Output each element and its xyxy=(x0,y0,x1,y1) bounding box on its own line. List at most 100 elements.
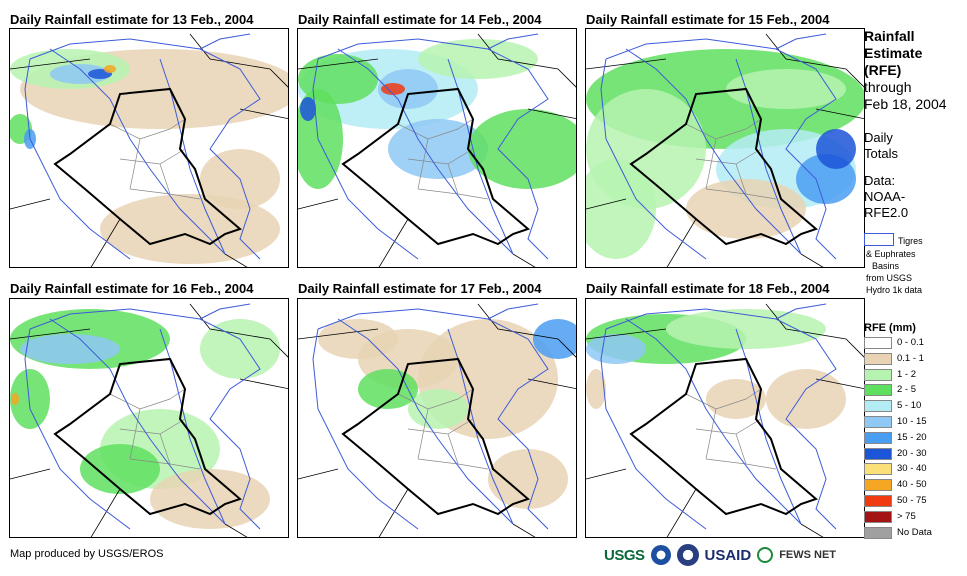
province-boundary xyxy=(109,388,201,470)
legend-label: > 75 xyxy=(897,510,916,522)
legend-item: 10 - 15 xyxy=(864,416,964,429)
river-euphrates xyxy=(337,318,514,525)
legend-label: 0 - 0.1 xyxy=(897,337,924,348)
river-euphrates xyxy=(49,318,226,525)
rainfall-area xyxy=(381,83,405,95)
river-euphrates xyxy=(625,318,802,525)
rainfall-area xyxy=(200,319,280,379)
legend-item: No Data xyxy=(864,526,964,540)
legend-label: 30 - 40 xyxy=(897,463,927,475)
province-boundary xyxy=(397,388,489,470)
legend-label: 2 - 5 xyxy=(897,384,917,396)
legend-through: through xyxy=(864,79,912,95)
rainfall-area xyxy=(378,69,438,109)
iraq-border xyxy=(53,87,242,246)
usaid-logo: USAID xyxy=(704,546,752,564)
rainfall-map-15feb xyxy=(585,28,865,268)
rainfall-area xyxy=(104,65,116,73)
rainfall-area xyxy=(388,119,488,179)
legend-daily-totals: Daily Totals xyxy=(864,130,898,162)
legend-swatch xyxy=(864,447,892,460)
legend-swatch xyxy=(864,400,892,413)
iraq-border xyxy=(341,357,530,516)
map-canvas xyxy=(298,33,576,267)
rainfall-area xyxy=(100,194,280,264)
rfe-legend-heading: RFE (mm) xyxy=(864,322,916,334)
legend-label: 0.1 - 1 xyxy=(897,352,924,364)
panel-title-14feb: Daily Rainfall estimate for 14 Feb., 200… xyxy=(298,12,542,27)
legend-data-noaa: NOAA- xyxy=(864,189,906,204)
legend-label: 15 - 20 xyxy=(897,431,927,443)
legend-data-label: Data: xyxy=(864,173,896,188)
rainfall-area xyxy=(468,109,576,189)
rainfall-area xyxy=(50,64,110,84)
rainfall-map-17feb xyxy=(297,298,577,538)
legend-data-source: Data: NOAA- RFE2.0 xyxy=(864,173,908,221)
country-border-neighbor xyxy=(10,303,288,537)
legend-item: 30 - 40 xyxy=(864,463,964,476)
legend-title-line2: Estimate xyxy=(864,45,923,61)
legend-label: 20 - 30 xyxy=(897,447,927,459)
rainfall-area xyxy=(586,334,646,364)
iraq-border xyxy=(629,357,818,516)
legend-item: 2 - 5 xyxy=(864,384,964,397)
river-tigris xyxy=(447,328,514,525)
map-canvas xyxy=(10,33,288,267)
basin-outline xyxy=(24,303,261,530)
river-tigris xyxy=(159,58,226,255)
legend-label: 40 - 50 xyxy=(897,479,927,491)
country-border-neighbor xyxy=(298,303,576,537)
legend-totals: Totals xyxy=(864,146,898,161)
map-canvas xyxy=(298,303,576,537)
fews-globe-icon xyxy=(757,547,774,563)
rainfall-area xyxy=(726,69,846,109)
river-tigris xyxy=(735,58,802,255)
river-euphrates xyxy=(49,48,226,255)
rainfall-area xyxy=(586,159,656,259)
legend-swatch xyxy=(864,526,892,539)
fews-net-logo: FEWS NET xyxy=(779,549,837,561)
province-boundary xyxy=(685,388,777,470)
river-euphrates xyxy=(337,48,514,255)
legend-label: 50 - 75 xyxy=(897,495,927,506)
rainfall-area xyxy=(686,179,806,239)
rainfall-area xyxy=(766,369,846,429)
country-border-neighbor xyxy=(586,303,864,537)
map-canvas xyxy=(586,33,864,267)
river-tigris xyxy=(159,328,226,525)
legend-item: 0.1 - 1 xyxy=(864,352,964,366)
rainfall-map-14feb xyxy=(297,28,577,268)
basin-outline xyxy=(312,33,549,260)
rainfall-map-16feb xyxy=(9,298,289,538)
basin-outline xyxy=(312,303,549,530)
basin-description: & Euphrates Basins from USGS Hydro 1k da… xyxy=(866,248,922,296)
country-border-neighbor xyxy=(298,33,576,267)
legend-item: 0 - 0.1 xyxy=(864,337,964,350)
rainfall-map-18feb xyxy=(585,298,865,538)
iraq-border xyxy=(341,87,530,246)
rainfall-area xyxy=(488,449,568,509)
legend-swatch xyxy=(864,463,892,476)
province-boundary xyxy=(109,118,201,200)
map-canvas xyxy=(586,303,864,537)
legend-item: 40 - 50 xyxy=(864,479,964,492)
panel-title-17feb: Daily Rainfall estimate for 17 Feb., 200… xyxy=(298,281,542,296)
panel-title-16feb: Daily Rainfall estimate for 16 Feb., 200… xyxy=(10,281,254,296)
usaid-seal-icon xyxy=(676,544,699,566)
legend-swatch xyxy=(864,479,892,492)
legend-through-date: Feb 18, 2004 xyxy=(864,96,947,112)
rainfall-area xyxy=(706,379,766,419)
legend-label: No Data xyxy=(897,526,932,538)
legend-label: 1 - 2 xyxy=(897,368,917,380)
country-border-neighbor xyxy=(586,33,864,267)
legend-title-line1: Rainfall xyxy=(864,28,915,44)
partner-logos: USGS USAID FEWS NET xyxy=(604,542,836,568)
legend-data-rfe: RFE2.0 xyxy=(864,205,909,220)
legend-label: 10 - 15 xyxy=(897,416,927,427)
rainfall-area xyxy=(10,369,50,429)
rainfall-area xyxy=(408,389,468,429)
rainfall-area xyxy=(300,97,316,121)
rainfall-area xyxy=(358,369,418,409)
legend-daily: Daily xyxy=(864,130,893,145)
rainfall-area xyxy=(80,444,160,494)
